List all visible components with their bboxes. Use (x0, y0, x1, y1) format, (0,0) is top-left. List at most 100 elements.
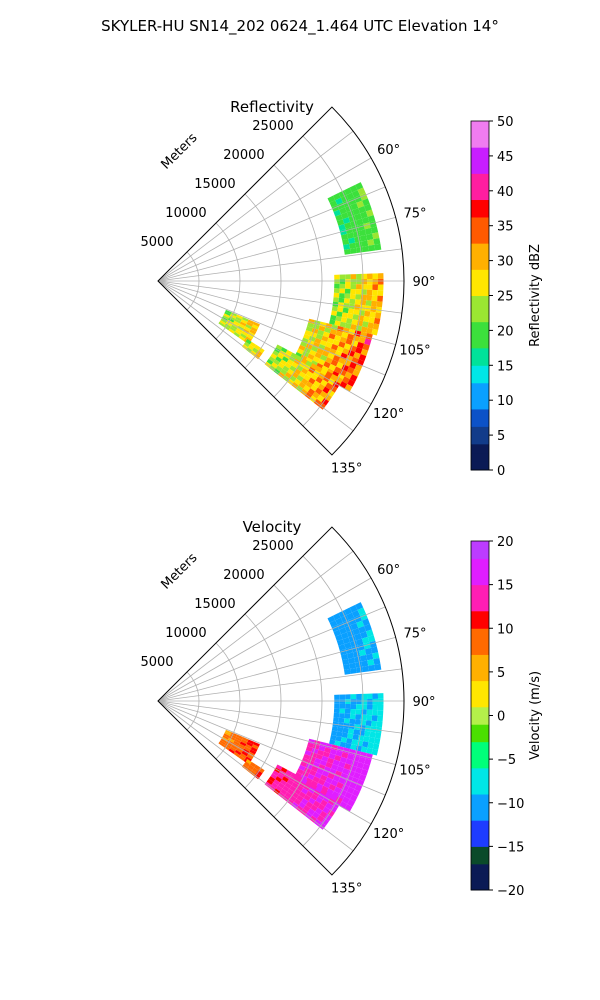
azimuth-gridline (157, 280, 396, 346)
echo-cell (361, 279, 368, 285)
sector-frame (157, 526, 405, 876)
echo-cell (296, 795, 304, 802)
echo-cell (249, 341, 256, 348)
echo-cell (362, 321, 369, 328)
echo-cell (361, 273, 368, 280)
echo-cell (270, 353, 278, 360)
echo-cell (338, 224, 346, 231)
azimuth-gridline (157, 700, 354, 852)
echo-cell (336, 311, 343, 318)
echo-cell (371, 328, 379, 336)
colorbar-segment (471, 312, 489, 323)
echo-cell (252, 767, 259, 774)
echo-cell (360, 654, 368, 662)
echo-cell (333, 209, 342, 217)
echo-cell (298, 801, 306, 809)
azimuth-gridline (157, 700, 372, 825)
echo-cell (249, 761, 256, 768)
echo-cell (247, 319, 255, 325)
echo-cell (308, 797, 316, 805)
echo-cell (347, 333, 355, 341)
echo-cell (364, 730, 371, 737)
echo-cell (305, 360, 313, 368)
echo-cell (357, 607, 366, 616)
radial-tick-label: 15000 (194, 177, 235, 192)
figure-title: SKYLER-HU SN14_202 0624_1.464 UTC Elevat… (101, 17, 499, 36)
echo-cell (315, 753, 323, 760)
echo-cell (314, 337, 322, 345)
echo-cell (339, 321, 347, 328)
echo-cell (347, 733, 354, 740)
echo-cell (335, 330, 343, 337)
echo-cell (302, 770, 310, 778)
echo-cell (354, 633, 362, 641)
echo-cell (364, 758, 372, 766)
echo-cell (277, 353, 284, 360)
echo-cell (367, 659, 375, 666)
echo-cell (356, 779, 365, 787)
colorbar-segment (471, 706, 489, 716)
echo-cell (351, 739, 358, 746)
echo-cell (224, 323, 232, 329)
echo-cell (258, 767, 265, 774)
echo-cell (333, 612, 341, 621)
azimuth-gridline (157, 700, 386, 796)
echo-cell (289, 785, 297, 792)
echo-cell (320, 368, 328, 376)
echo-cell (340, 352, 348, 360)
echo-cell (305, 763, 313, 770)
colorbar-tick-label: 5 (497, 666, 505, 681)
echo-cell (345, 354, 354, 362)
echo-cell (361, 284, 368, 290)
echo-cell (313, 398, 322, 407)
echo-cell (309, 815, 317, 823)
echo-cell (362, 618, 370, 626)
echo-cell (374, 312, 382, 319)
echo-cell (362, 763, 370, 771)
velocity-radial-tick-labels: 5000 10000 15000 20000 25000 (140, 539, 293, 670)
echo-cell (230, 312, 238, 317)
echo-cell (315, 785, 323, 793)
echo-cell (314, 757, 322, 765)
echo-cell (268, 776, 276, 783)
echo-cell (372, 652, 380, 660)
echo-cell (247, 739, 255, 745)
echo-cell (364, 623, 372, 632)
echo-cell (360, 631, 368, 639)
echo-cell (352, 208, 361, 216)
echo-cell (329, 805, 338, 813)
echo-cell (295, 355, 303, 362)
echo-cell (305, 801, 314, 809)
echo-cell (250, 746, 258, 753)
echo-cell (372, 289, 378, 296)
echo-cell (350, 284, 357, 290)
colorbar-segment (471, 846, 489, 856)
echo-cell (373, 237, 381, 245)
echo-cell (279, 359, 287, 366)
echo-cell (242, 764, 249, 770)
echo-cell (319, 354, 328, 362)
echo-cell (315, 376, 323, 384)
echo-cell (250, 326, 258, 333)
echo-cell (356, 279, 362, 285)
echo-cell (275, 764, 283, 771)
colorbar-segment (471, 863, 489, 874)
echo-cell (356, 620, 365, 629)
echo-cell (334, 334, 342, 342)
azimuth-tick-label: 75° (403, 207, 426, 222)
echo-cell (342, 796, 350, 804)
echo-cell (352, 369, 360, 377)
echo-cell (338, 717, 345, 723)
echo-cell (313, 380, 321, 388)
echo-cell (347, 308, 355, 315)
echo-cell (367, 278, 373, 285)
velocity-title: Velocity (243, 518, 302, 536)
echo-cell (291, 782, 299, 789)
echo-cell (284, 791, 292, 799)
echo-cell (228, 316, 236, 321)
azimuth-gridline (157, 700, 396, 766)
colorbar-segment (471, 408, 489, 419)
echo-cell (342, 217, 351, 225)
echo-cell (315, 365, 323, 373)
radial-tick-label: 20000 (223, 568, 264, 583)
